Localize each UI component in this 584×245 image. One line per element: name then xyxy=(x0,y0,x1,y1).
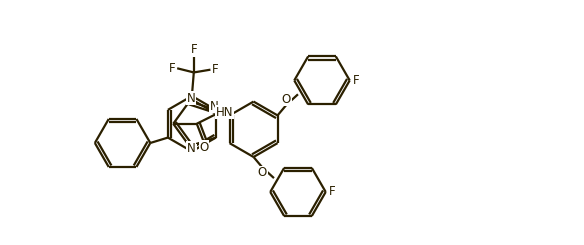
Text: N: N xyxy=(210,99,218,112)
Text: F: F xyxy=(353,74,360,87)
Text: F: F xyxy=(329,185,336,198)
Text: N: N xyxy=(187,92,196,105)
Text: F: F xyxy=(212,63,218,76)
Text: F: F xyxy=(190,43,197,56)
Text: HN: HN xyxy=(216,106,234,119)
Text: N: N xyxy=(187,145,196,158)
Text: F: F xyxy=(169,62,176,75)
Text: O: O xyxy=(199,141,208,154)
Text: O: O xyxy=(282,93,291,106)
Text: O: O xyxy=(258,167,267,180)
Text: N: N xyxy=(187,142,196,155)
